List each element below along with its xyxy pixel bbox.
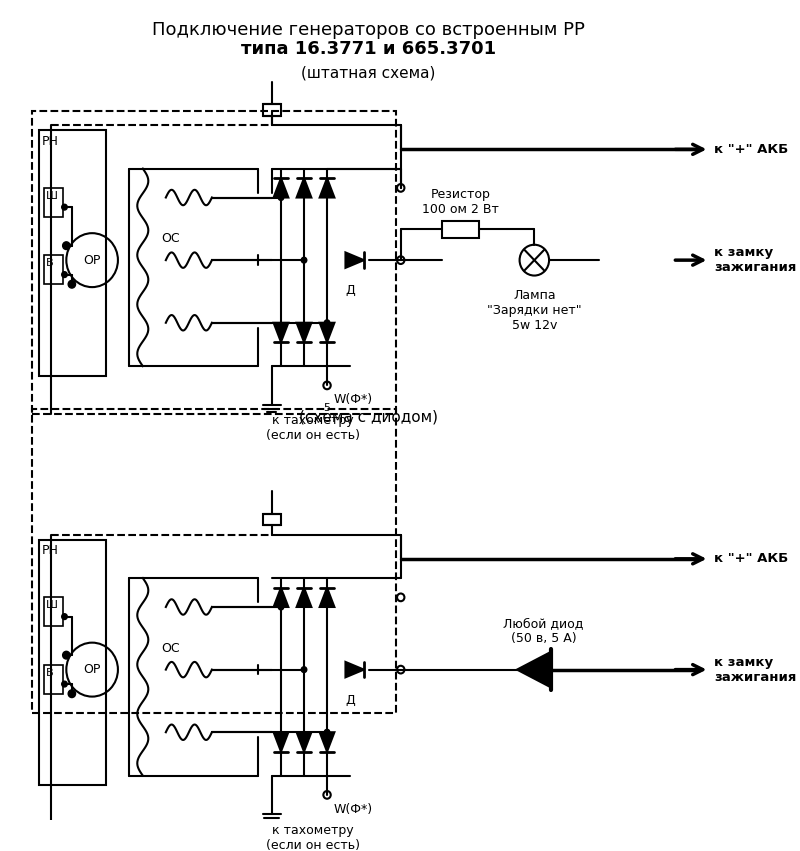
Text: ОР: ОР xyxy=(83,254,101,266)
Circle shape xyxy=(302,257,306,263)
Text: к замку
зажигания: к замку зажигания xyxy=(714,246,796,274)
Text: В: В xyxy=(46,258,54,268)
Bar xyxy=(44,665,62,694)
Circle shape xyxy=(278,604,284,610)
Text: (схема с диодом): (схема с диодом) xyxy=(299,409,438,425)
Polygon shape xyxy=(274,178,288,197)
Text: Резистор
100 ом 2 Вт: Резистор 100 ом 2 Вт xyxy=(422,188,499,216)
Text: Любой диод
(50 в, 5 А): Любой диод (50 в, 5 А) xyxy=(503,617,584,644)
Text: Ш: Ш xyxy=(46,600,58,610)
Bar xyxy=(38,540,106,785)
Polygon shape xyxy=(320,323,334,342)
Bar xyxy=(262,513,281,525)
Circle shape xyxy=(62,242,70,249)
Text: к "+" АКБ: к "+" АКБ xyxy=(714,552,788,565)
Polygon shape xyxy=(274,323,288,342)
Text: ОР: ОР xyxy=(83,663,101,676)
Text: к тахометру
(если он есть): к тахометру (если он есть) xyxy=(266,414,360,443)
Polygon shape xyxy=(297,588,311,607)
Polygon shape xyxy=(346,662,364,677)
Polygon shape xyxy=(297,732,311,751)
Polygon shape xyxy=(320,178,334,197)
Text: W(Ф*): W(Ф*) xyxy=(334,802,373,815)
Text: к замку
зажигания: к замку зажигания xyxy=(714,655,796,683)
Polygon shape xyxy=(346,253,364,268)
Text: ОС: ОС xyxy=(161,642,180,655)
Bar xyxy=(32,409,396,713)
Polygon shape xyxy=(320,732,334,751)
Text: Подключение генераторов со встроенным РР: Подключение генераторов со встроенным РР xyxy=(152,21,585,39)
Text: Лампа
"Зарядки нет"
5w 12v: Лампа "Зарядки нет" 5w 12v xyxy=(487,289,582,332)
Text: W(Ф*): W(Ф*) xyxy=(334,393,373,406)
Text: РН: РН xyxy=(42,135,59,148)
Bar xyxy=(442,220,479,238)
Bar xyxy=(32,111,396,414)
Polygon shape xyxy=(297,323,311,342)
Bar xyxy=(262,104,281,116)
Text: В: В xyxy=(46,668,54,677)
Circle shape xyxy=(62,204,67,210)
Text: Д: Д xyxy=(346,694,355,706)
Bar xyxy=(44,188,62,217)
Bar xyxy=(44,255,62,284)
Text: РН: РН xyxy=(42,545,59,557)
Circle shape xyxy=(302,666,306,672)
Polygon shape xyxy=(297,178,311,197)
Text: к "+" АКБ: к "+" АКБ xyxy=(714,143,788,156)
Circle shape xyxy=(62,614,67,620)
Text: Д: Д xyxy=(346,284,355,297)
Text: 5: 5 xyxy=(323,403,330,413)
Bar xyxy=(44,597,62,626)
Text: типа 16.3771 и 665.3701: типа 16.3771 и 665.3701 xyxy=(241,41,496,59)
Circle shape xyxy=(62,271,67,277)
Circle shape xyxy=(278,195,284,200)
Circle shape xyxy=(68,280,75,288)
Circle shape xyxy=(324,729,330,735)
Text: Ш: Ш xyxy=(46,191,58,201)
Polygon shape xyxy=(320,588,334,607)
Text: (штатная схема): (штатная схема) xyxy=(302,66,436,81)
Circle shape xyxy=(68,690,75,698)
Text: к тахометру
(если он есть): к тахометру (если он есть) xyxy=(266,824,360,851)
Bar xyxy=(38,130,106,376)
Polygon shape xyxy=(274,588,288,607)
Circle shape xyxy=(62,651,70,659)
Circle shape xyxy=(324,320,330,326)
Polygon shape xyxy=(274,732,288,751)
Text: ОС: ОС xyxy=(161,232,180,245)
Circle shape xyxy=(62,681,67,687)
Polygon shape xyxy=(518,652,551,687)
